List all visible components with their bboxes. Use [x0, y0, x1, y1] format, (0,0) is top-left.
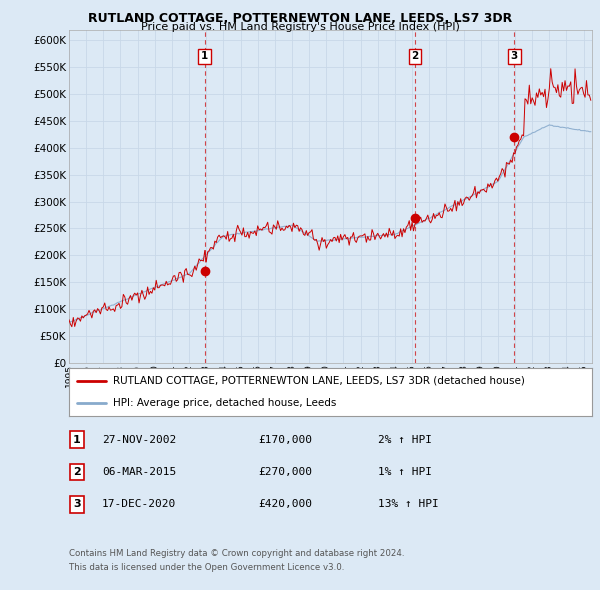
- Text: £270,000: £270,000: [258, 467, 312, 477]
- Text: Contains HM Land Registry data © Crown copyright and database right 2024.: Contains HM Land Registry data © Crown c…: [69, 549, 404, 558]
- Text: £170,000: £170,000: [258, 435, 312, 444]
- Text: RUTLAND COTTAGE, POTTERNEWTON LANE, LEEDS, LS7 3DR: RUTLAND COTTAGE, POTTERNEWTON LANE, LEED…: [88, 12, 512, 25]
- Text: £420,000: £420,000: [258, 500, 312, 509]
- Text: 06-MAR-2015: 06-MAR-2015: [102, 467, 176, 477]
- Text: 1: 1: [201, 51, 208, 61]
- Text: HPI: Average price, detached house, Leeds: HPI: Average price, detached house, Leed…: [113, 398, 337, 408]
- Text: 2: 2: [73, 467, 80, 477]
- Text: Price paid vs. HM Land Registry's House Price Index (HPI): Price paid vs. HM Land Registry's House …: [140, 22, 460, 32]
- Text: This data is licensed under the Open Government Licence v3.0.: This data is licensed under the Open Gov…: [69, 563, 344, 572]
- Text: 13% ↑ HPI: 13% ↑ HPI: [378, 500, 439, 509]
- Text: 1: 1: [73, 435, 80, 444]
- Text: RUTLAND COTTAGE, POTTERNEWTON LANE, LEEDS, LS7 3DR (detached house): RUTLAND COTTAGE, POTTERNEWTON LANE, LEED…: [113, 376, 526, 386]
- Text: 3: 3: [73, 500, 80, 509]
- Text: 3: 3: [511, 51, 518, 61]
- Text: 27-NOV-2002: 27-NOV-2002: [102, 435, 176, 444]
- Text: 1% ↑ HPI: 1% ↑ HPI: [378, 467, 432, 477]
- Text: 2% ↑ HPI: 2% ↑ HPI: [378, 435, 432, 444]
- Text: 2: 2: [412, 51, 419, 61]
- Text: 17-DEC-2020: 17-DEC-2020: [102, 500, 176, 509]
